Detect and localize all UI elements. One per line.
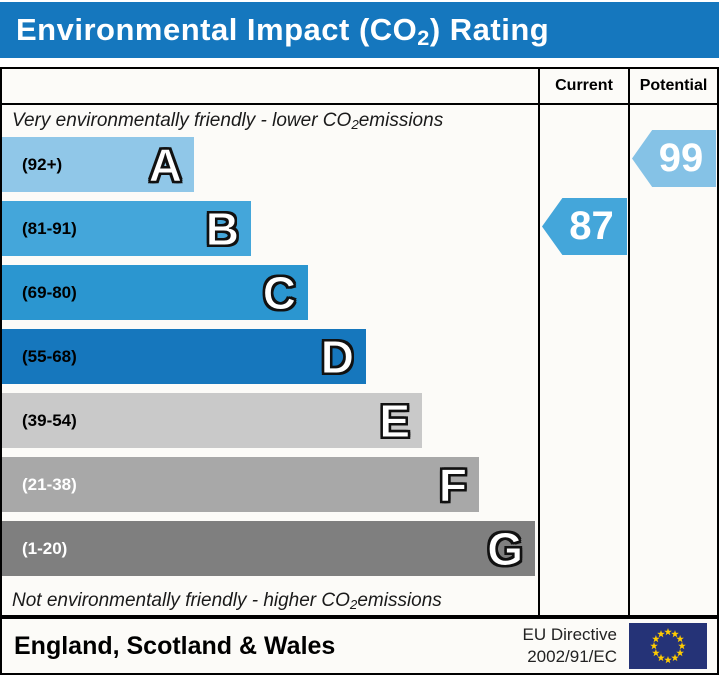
- bands-column: Very environmentally friendly - lower CO…: [2, 105, 538, 617]
- rating-table: Current Potential Very environmentally f…: [0, 67, 719, 617]
- band-a-letter: A: [148, 138, 182, 191]
- band-d-letter: D: [320, 330, 354, 383]
- band-b-letter: B: [205, 202, 239, 255]
- chart-title: Environmental Impact (CO2) Rating: [16, 12, 550, 51]
- current-column: 87: [538, 105, 628, 617]
- chart-title-bar: Environmental Impact (CO2) Rating: [0, 2, 719, 58]
- current-column-header: Current: [555, 77, 613, 94]
- header-current-cell: Current: [538, 69, 628, 105]
- band-d-range: (55-68): [22, 346, 77, 366]
- footer-bar: England, Scotland & Wales EU Directive 2…: [0, 617, 719, 675]
- band-g-range: (1-20): [22, 538, 68, 558]
- band-b-range: (81-91): [22, 218, 77, 238]
- header-potential-cell: Potential: [628, 69, 717, 105]
- region-label: England, Scotland & Wales: [14, 631, 336, 660]
- band-c-range: (69-80): [22, 282, 77, 302]
- band-c: (69-80) C: [2, 265, 308, 320]
- band-c-letter: C: [262, 266, 296, 319]
- band-f-letter: F: [438, 458, 467, 511]
- band-a-range: (92+): [22, 154, 63, 174]
- band-g-letter: G: [487, 522, 524, 575]
- band-g: (1-20) G: [2, 521, 535, 576]
- band-b: (81-91) B: [2, 201, 251, 256]
- current-value: 87: [569, 204, 614, 248]
- band-a: (92+) A: [2, 137, 194, 192]
- eu-directive-label: EU Directive 2002/91/EC: [522, 624, 617, 666]
- band-e: (39-54) E: [2, 393, 422, 448]
- potential-marker: 99: [632, 130, 716, 187]
- band-f-range: (21-38): [22, 474, 77, 494]
- potential-column: 99: [628, 105, 717, 617]
- band-d: (55-68) D: [2, 329, 366, 384]
- band-e-letter: E: [379, 394, 411, 447]
- potential-column-header: Potential: [639, 77, 708, 94]
- top-caption: Very environmentally friendly - lower CO…: [12, 110, 444, 132]
- eu-flag-icon: [629, 623, 707, 669]
- header-spacer-cell: [2, 69, 538, 105]
- band-e-range: (39-54): [22, 410, 77, 430]
- band-f: (21-38) F: [2, 457, 479, 512]
- current-marker: 87: [542, 198, 627, 255]
- bottom-caption: Not environmentally friendly - higher CO…: [12, 590, 442, 612]
- potential-value: 99: [658, 136, 704, 180]
